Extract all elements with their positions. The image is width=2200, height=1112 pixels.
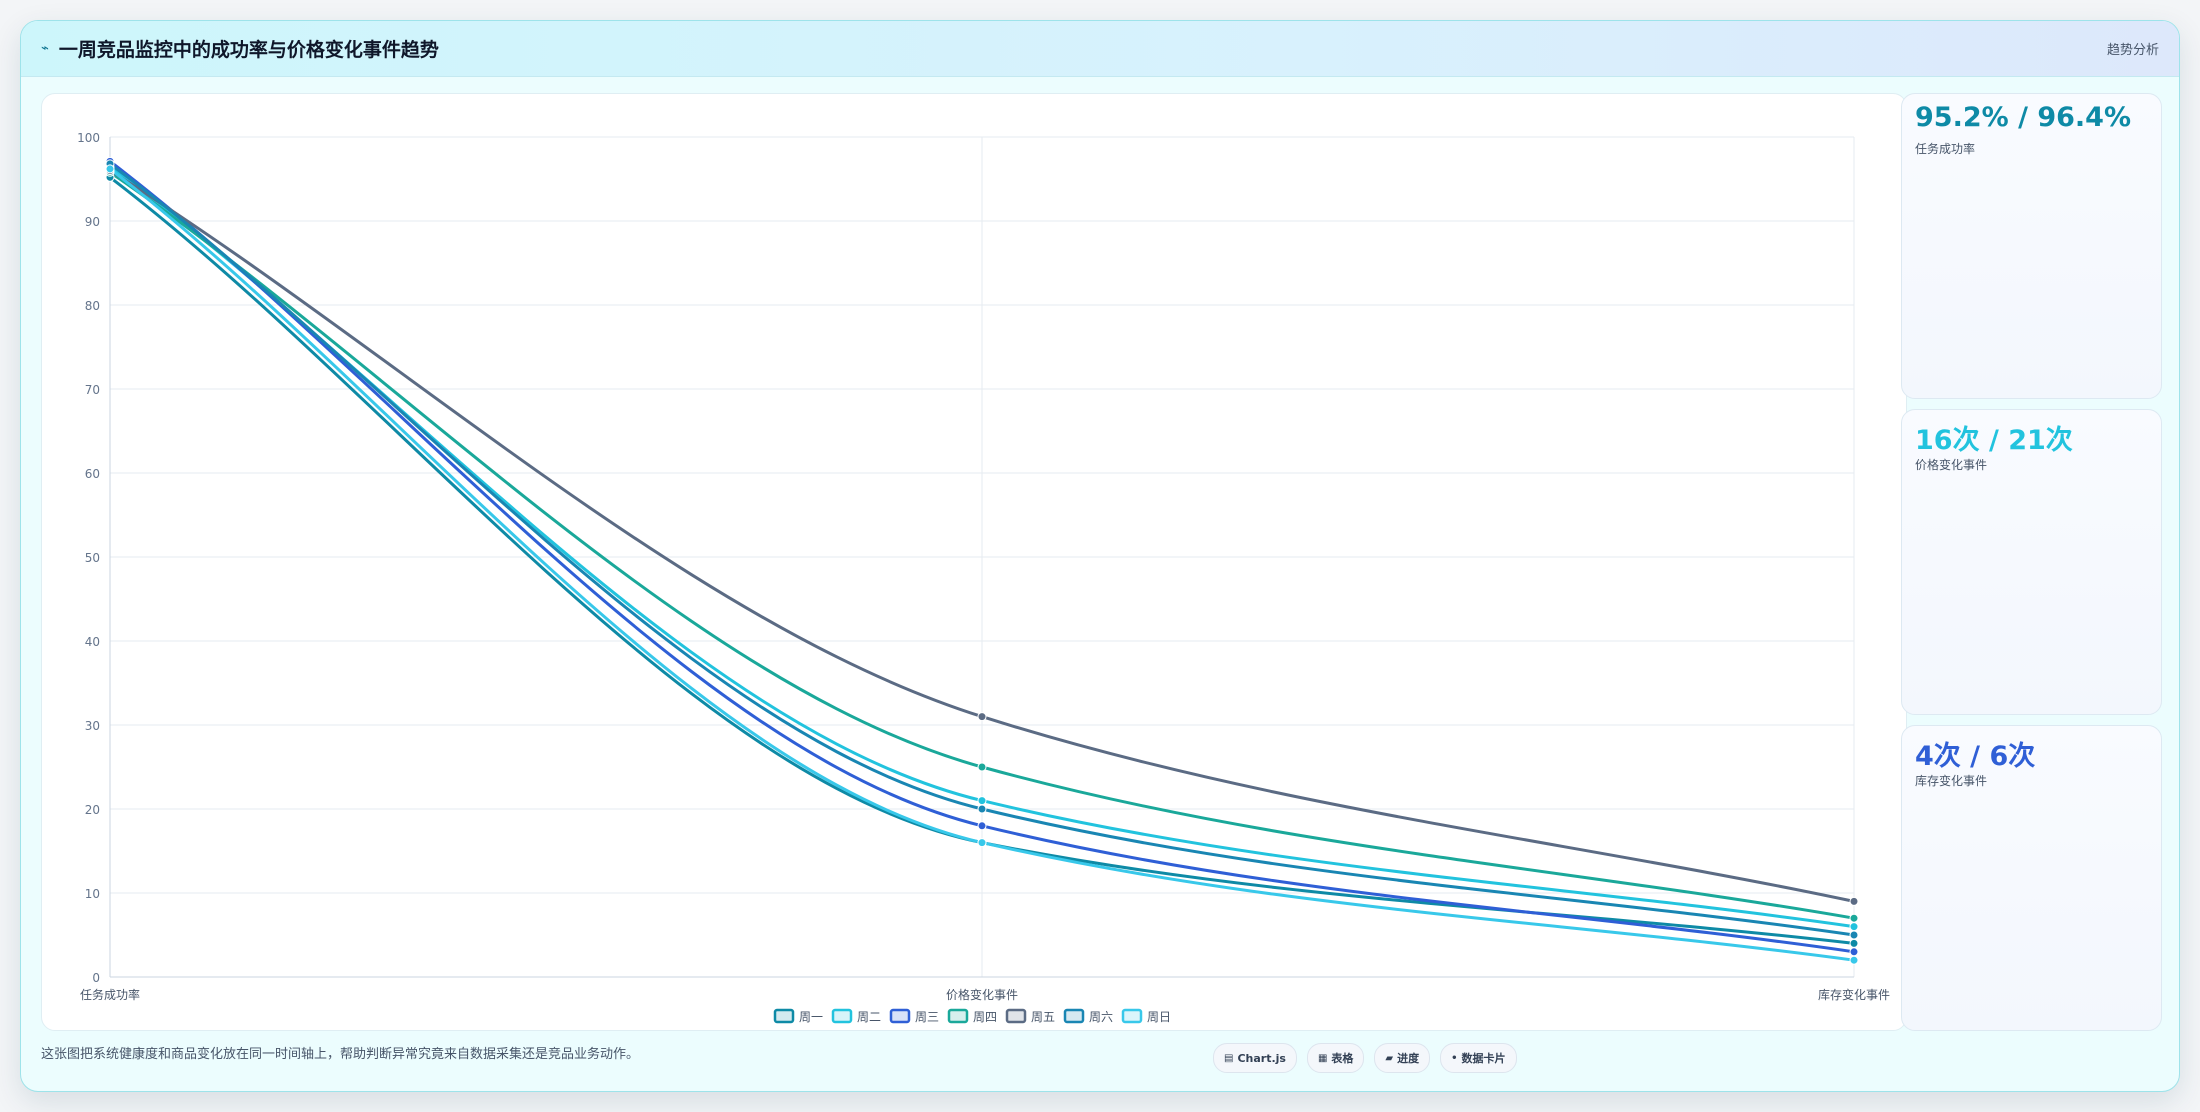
legend-swatch	[889, 1008, 911, 1024]
analysis-tag: 趋势分析	[2106, 43, 2159, 58]
y-tick-label: 100	[77, 131, 100, 145]
series-line-周日	[109, 167, 1855, 962]
x-tick-label: 库存变化事件	[1818, 987, 1890, 1002]
data-point-周日	[1849, 955, 1859, 965]
stat-card-success-rate: 95.2% / 96.4% 任务成功率	[1901, 93, 2162, 399]
dashboard-panel: ⌁ 一周竞品监控中的成功率与价格变化事件趋势 趋势分析 0 10 20 30 40 50 6…	[20, 20, 2180, 1092]
table-icon: ▦	[1317, 1052, 1328, 1064]
chip-table[interactable]: ▦ 表格	[1306, 1043, 1365, 1073]
legend-label: 周四	[973, 1010, 997, 1024]
y-tick-label: 70	[85, 383, 100, 397]
stat-label: 任务成功率	[1915, 142, 1976, 156]
trend-icon: ⌁	[41, 41, 49, 56]
y-tick-label: 50	[85, 551, 100, 565]
legend-swatch	[1063, 1008, 1085, 1024]
y-tick-label: 60	[85, 467, 100, 481]
series-line-周四	[109, 171, 1855, 920]
chart-card: 0 10 20 30 40 50 60 70 80 90 100 任务成功率 价格变化事件 库存变化事件周…	[41, 93, 1907, 1031]
stat-card-stock-events: 4次 / 6次 库存变化事件	[1901, 725, 2162, 1031]
data-point-周四	[977, 762, 987, 772]
stat-label: 库存变化事件	[1915, 774, 1988, 788]
data-point-周二	[1849, 922, 1859, 932]
legend-label: 周日	[1147, 1010, 1171, 1024]
data-point-周六	[1849, 930, 1859, 940]
legend-label: 周二	[857, 1010, 881, 1024]
data-point-周日	[105, 164, 115, 174]
chip-chartjs[interactable]: ▤ Chart.js	[1213, 1043, 1297, 1073]
y-tick-label: 40	[85, 635, 100, 649]
stat-value: 16次 / 21次	[1915, 425, 2073, 456]
chip-progress[interactable]: ▰ 进度	[1374, 1043, 1431, 1073]
card-icon: •	[1451, 1052, 1458, 1064]
legend-swatch	[831, 1008, 853, 1024]
legend-swatch	[947, 1008, 969, 1024]
stat-label: 价格变化事件	[1915, 458, 1988, 472]
chip-label: Chart.js	[1237, 1051, 1286, 1065]
line-chart: 0 10 20 30 40 50 60 70 80 90 100 任务成功率 价格变化事件 库存变化事件周…	[77, 131, 1890, 1024]
series-line-周五	[109, 169, 1855, 903]
data-point-周四	[1849, 913, 1859, 923]
data-point-周二	[977, 796, 987, 806]
tech-chips: ▤ Chart.js ▦ 表格 ▰ 进度 • 数据卡片	[1213, 1043, 1517, 1073]
chip-label: 进度	[1397, 1052, 1420, 1065]
legend-swatch	[773, 1008, 795, 1024]
stat-card-price-events: 16次 / 21次 价格变化事件	[1901, 409, 2162, 715]
panel-title: 一周竞品监控中的成功率与价格变化事件趋势	[58, 39, 439, 61]
y-tick-label: 0	[92, 971, 100, 985]
chip-label: 数据卡片	[1461, 1052, 1506, 1065]
data-point-周一	[1849, 938, 1859, 948]
series-line-周六	[109, 162, 1855, 937]
legend-label: 周一	[799, 1010, 823, 1024]
chip-data-card[interactable]: • 数据卡片	[1440, 1043, 1517, 1073]
legend-swatch	[1121, 1008, 1143, 1024]
panel-title-group: ⌁ 一周竞品监控中的成功率与价格变化事件趋势	[41, 21, 439, 76]
y-tick-label: 80	[85, 299, 100, 313]
panel-header: ⌁ 一周竞品监控中的成功率与价格变化事件趋势 趋势分析	[21, 21, 2179, 77]
legend-label: 周六	[1089, 1010, 1113, 1024]
stat-value: 95.2% / 96.4%	[1915, 102, 2131, 133]
data-point-周日	[977, 838, 987, 848]
legend-label: 周三	[915, 1010, 939, 1024]
legend-swatch	[1005, 1008, 1027, 1024]
chart-description: 这张图把系统健康度和商品变化放在同一时间轴上，帮助判断异常究竟来自数据采集还是竞…	[41, 1047, 640, 1062]
x-tick-label: 任务成功率	[80, 987, 140, 1002]
legend-label: 周五	[1031, 1010, 1055, 1024]
data-point-周五	[1849, 896, 1859, 906]
data-point-周五	[977, 712, 987, 722]
y-tick-label: 90	[85, 215, 100, 229]
data-point-周三	[1849, 947, 1859, 957]
chart-icon: ▤	[1224, 1052, 1234, 1064]
stat-value: 4次 / 6次	[1915, 741, 2036, 772]
data-point-周六	[977, 804, 987, 814]
chip-label: 表格	[1331, 1052, 1354, 1065]
progress-icon: ▰	[1385, 1052, 1394, 1064]
y-tick-label: 20	[85, 803, 100, 817]
y-tick-label: 30	[85, 719, 100, 733]
x-tick-label: 价格变化事件	[946, 987, 1018, 1002]
data-point-周三	[977, 821, 987, 831]
series-line-周三	[109, 160, 1855, 954]
y-tick-label: 10	[85, 887, 100, 901]
